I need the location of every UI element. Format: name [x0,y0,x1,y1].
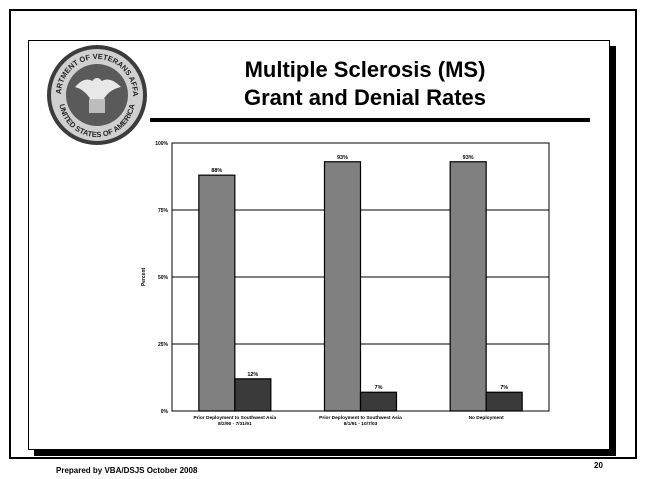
denial-bar [359,391,398,412]
y-tick-label: 75% [158,208,169,214]
bar-value-label: 7% [375,385,383,391]
bar-value-label: 12% [247,372,258,378]
page-number: 20 [594,461,603,470]
denial-bar [234,378,272,412]
title-rule [150,118,590,122]
grant-bar [449,161,487,412]
y-tick-label: 50% [158,275,169,281]
title-line-1: Multiple Sclerosis (MS) [244,57,486,82]
bar-value-label: 93% [337,155,348,161]
va-seal-icon: DEPARTMENT OF VETERANS AFFAIRS UNITED ST… [45,43,147,145]
denial-bar [485,391,523,412]
bar-value-label: 93% [463,155,474,161]
bar-value-label: 7% [500,385,508,391]
bar-data-labels: 88% 12% 93% 7% 93% 7% [211,155,508,391]
grant-bar [198,174,236,412]
y-axis-label: Percent [141,267,147,286]
footer-prepared-by: Prepared by VBA/DSJS October 2008 [56,466,198,475]
x-category-label: No Deployment [469,415,505,421]
bar-value-label: 88% [211,168,222,174]
x-category-labels: Prior Deployment to Southwest Asia 8/2/90… [193,415,504,427]
y-tick-label: 100% [155,141,168,147]
slide-title: Multiple Sclerosis (MS) Grant and Denial… [160,56,570,112]
title-line-2: Grant and Denial Rates [243,85,487,110]
grant-bar [323,161,362,412]
x-category-label: Prior Deployment to Southwest Asia 8/2/90… [193,415,276,427]
y-tick-labels: 0% 25% 50% 75% 100% [155,141,168,415]
y-tick-label: 0% [161,409,169,415]
x-category-label: Prior Deployment to Southwest Asia 8/1/91… [319,415,402,427]
bars [198,161,523,412]
y-tick-label: 25% [158,342,169,348]
